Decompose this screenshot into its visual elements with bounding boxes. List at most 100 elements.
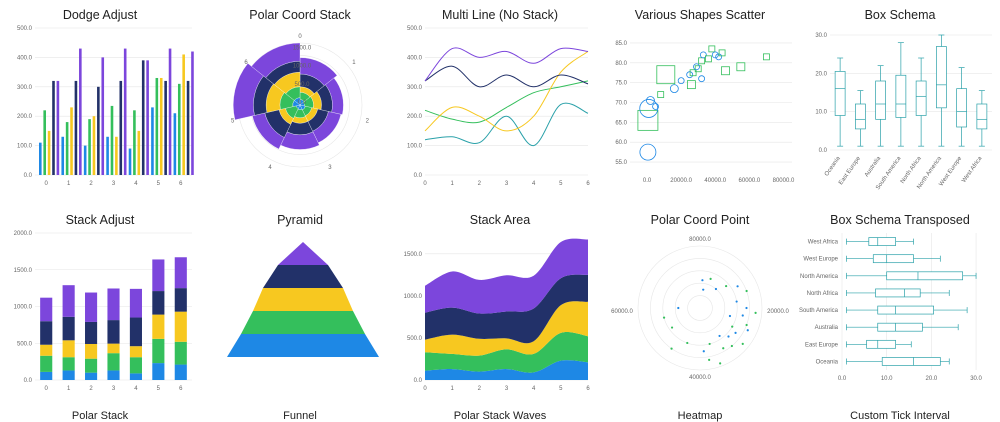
bar (39, 142, 42, 175)
panel-polar-point: Polar Coord Point 80000.0 20000.0 40000.0 6… (600, 205, 800, 410)
chart-title: Stack Adjust (65, 213, 135, 227)
y-tick-label: 100.0 (17, 144, 33, 150)
stacked-bar-segment (85, 372, 98, 380)
series-line (424, 47, 589, 82)
cut-title: Heatmap (677, 410, 723, 422)
x-tick-label: 6 (179, 386, 183, 392)
x-tick-label: Oceania (824, 155, 842, 177)
y-tick-label: 55.0 (615, 160, 627, 166)
multi-line-chart: 0.0 100.0 200.0 300.0 400.0 500.0 0 1 2 3 4 5 6 (407, 26, 590, 187)
stacked-bar-segment (107, 343, 120, 354)
stacked-bar-segment (85, 321, 98, 344)
angle-tick-label: 6 (244, 60, 248, 66)
area-layer (425, 332, 588, 373)
series-line (424, 80, 589, 124)
angle-tick-label: 5 (231, 118, 235, 124)
cut-title: Custom Tick Interval (850, 410, 950, 422)
stack-area-chart: 0.0 500.0 1000.0 1500.0 0 1 2 3 4 5 6 (404, 238, 590, 392)
panel-multi-line: Multi Line (No Stack) 0.0 100.0 200.0 300.0… (400, 0, 600, 205)
polar-point (686, 341, 689, 345)
polar-point (734, 331, 737, 334)
stacked-bar-segment (107, 288, 120, 321)
polar-point (677, 306, 680, 310)
y-tick-label: North Africa (807, 291, 839, 297)
stacked-bar-segment (152, 314, 165, 339)
scatter-point (693, 63, 700, 71)
polar-point (702, 288, 705, 291)
x-tick-label: 5 (559, 181, 563, 187)
series-line (424, 65, 589, 88)
bar (47, 130, 51, 175)
polar-point (741, 314, 744, 317)
bar (92, 116, 96, 175)
bar (146, 60, 149, 176)
polar-point (708, 342, 711, 346)
stacked-bar-segment (85, 343, 98, 359)
x-tick-label: 0 (423, 181, 427, 187)
y-tick-label: 100.0 (407, 144, 423, 150)
scatter-point (657, 91, 665, 98)
polar-point (735, 300, 738, 303)
polar-point (736, 285, 739, 288)
pyramid-chart (227, 242, 379, 357)
angle-tick-label: 3 (328, 165, 332, 171)
y-tick-label: 0.0 (414, 173, 423, 179)
x-tick-label: 3 (112, 386, 116, 392)
x-tick-label: 4 (134, 386, 138, 392)
scatter-point (637, 109, 659, 131)
polar-point-chart: 80000.0 20000.0 40000.0 60000.0 (611, 237, 789, 381)
box-body (877, 322, 923, 332)
y-tick-label: 500.0 (17, 26, 33, 32)
polar-point (719, 362, 722, 365)
polar-bar-segment (233, 63, 264, 121)
x-tick-label: 0 (45, 386, 49, 392)
y-tick-label: 0.0 (24, 173, 33, 179)
x-tick-label: 2 (89, 386, 93, 392)
y-tick-label: 75.0 (615, 81, 627, 87)
y-tick-label: South America (799, 308, 839, 314)
box-body (868, 237, 896, 246)
stacked-bar-segment (152, 363, 165, 380)
stacked-bar-segment (107, 370, 120, 380)
polar-grid-ring (637, 245, 763, 371)
polar-grid-ring (687, 295, 713, 321)
x-tick-label: 40000.0 (704, 178, 726, 184)
stacked-bar-segment (152, 291, 165, 315)
bar (128, 148, 132, 175)
stacked-bar-segment (85, 358, 98, 373)
y-tick-label: 500.0 (407, 336, 423, 342)
bar (173, 113, 177, 175)
box-body (866, 339, 896, 349)
polar-point (709, 277, 712, 280)
polar-point (702, 350, 705, 353)
y-tick-label: East Europe (805, 342, 839, 348)
x-tick-label: 6 (179, 181, 183, 187)
scatter-point (721, 66, 730, 76)
bar (191, 51, 194, 175)
stacked-bar-segment (174, 311, 187, 342)
bar (106, 136, 109, 175)
scatter-point (698, 57, 706, 65)
y-tick-label: 60.0 (615, 140, 627, 146)
box-body (834, 71, 846, 116)
polar-grid-ring (662, 270, 738, 346)
x-tick-label: 60000.0 (739, 178, 761, 184)
scatter-point (699, 51, 707, 59)
stacked-bar-segment (62, 316, 75, 341)
panel-stack-adjust: Stack Adjust 0.0 500.0 1000.0 1500.0 2000.0 0… (0, 205, 200, 410)
y-tick-label: Oceania (816, 359, 839, 365)
stacked-bar-segment (85, 292, 98, 322)
polar-point (670, 347, 673, 350)
scatter-point (736, 62, 746, 72)
bar (88, 119, 91, 175)
x-tick-label: 1 (450, 386, 454, 392)
bar (79, 48, 82, 175)
polar-point (745, 306, 748, 310)
stacked-bar-segment (62, 340, 75, 358)
y-tick-label: 65.0 (615, 120, 627, 126)
box-body (895, 74, 907, 118)
bar (133, 110, 136, 175)
x-tick-label: 10.0 (881, 376, 893, 382)
scatter-point (708, 45, 716, 53)
pyramid-segment (241, 311, 365, 334)
